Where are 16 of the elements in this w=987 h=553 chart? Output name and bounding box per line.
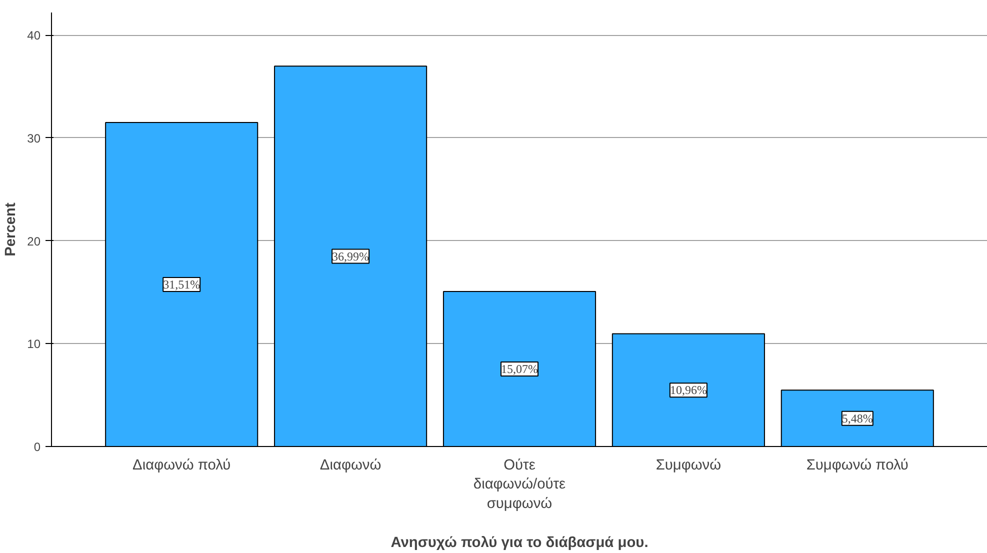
- data-label: 36,99%: [332, 249, 370, 264]
- y-tick-label: 10: [27, 337, 41, 352]
- x-tick-label: Διαφωνώ: [320, 458, 382, 474]
- data-label: 10,96%: [670, 383, 707, 398]
- x-tick-label: Διαφωνώ πολύ: [132, 458, 231, 474]
- data-label: 15,07%: [501, 362, 538, 376]
- y-tick-label: 0: [34, 440, 41, 454]
- y-axis-title: Percent: [3, 202, 20, 256]
- x-tick-label: Συμφωνώ πολύ: [806, 458, 908, 474]
- data-label: 5,48%: [842, 411, 873, 426]
- x-axis-title: Ανησυχώ πολύ για το διάβασμά μου.: [390, 534, 648, 551]
- y-tick-label: 30: [27, 131, 41, 146]
- x-tick-label: Ούτε διαφωνώ/ούτε συμφωνώ: [473, 458, 566, 512]
- y-tick-label: 20: [27, 234, 41, 248]
- x-tick-label: Συμφωνώ: [656, 458, 722, 474]
- y-tick-label: 40: [27, 28, 41, 43]
